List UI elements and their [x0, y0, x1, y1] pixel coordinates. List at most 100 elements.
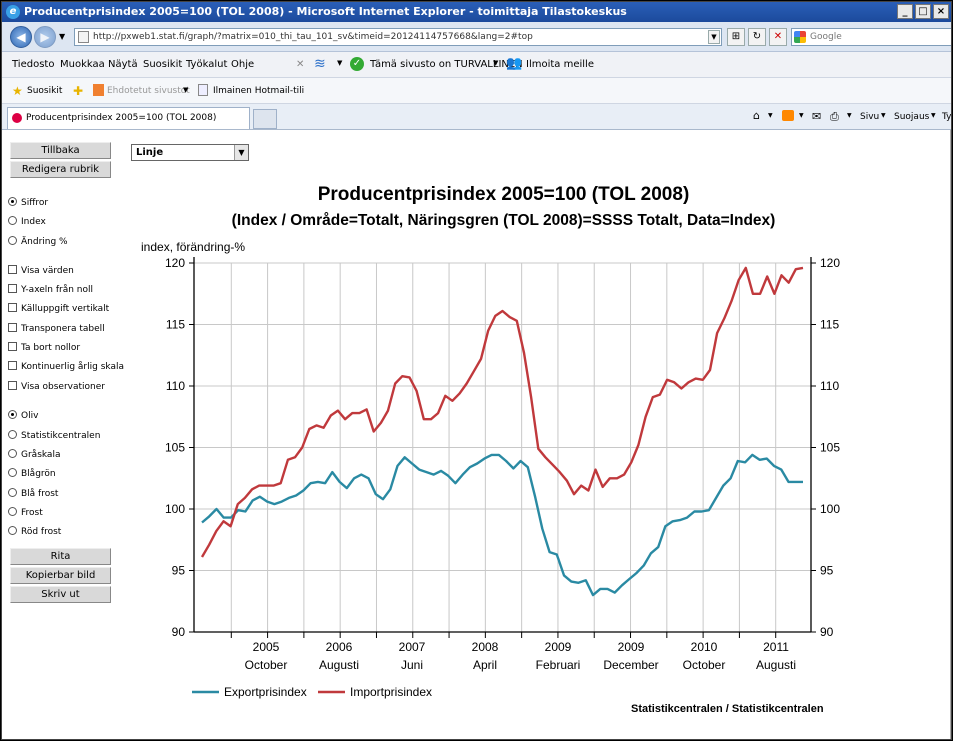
- hotmail-page-icon: [198, 84, 208, 96]
- radio-button[interactable]: [8, 449, 17, 458]
- home-icon[interactable]: ⌂: [753, 109, 760, 122]
- menu-tyokalut[interactable]: Työkalut: [186, 59, 228, 70]
- favorites-button[interactable]: Suosikit: [27, 86, 63, 96]
- checkbox-option-3[interactable]: Transponera tabell: [8, 323, 105, 334]
- report-link[interactable]: Ilmoita meille: [526, 59, 594, 70]
- data-option-0[interactable]: Siffror: [8, 197, 48, 208]
- data-option-1[interactable]: Index: [8, 216, 46, 227]
- safety-menu-dropdown-icon[interactable]: ▼: [931, 112, 936, 119]
- safety-dropdown-icon[interactable]: ▼: [493, 59, 499, 67]
- checkbox-option-6[interactable]: Visa observationer: [8, 381, 105, 392]
- wot-dropdown-icon[interactable]: ▼: [337, 59, 343, 67]
- new-tab-button[interactable]: [253, 109, 277, 129]
- print-icon[interactable]: ⎙: [830, 110, 839, 123]
- wot-icon[interactable]: ≋: [314, 56, 326, 72]
- theme-option-2[interactable]: Gråskala: [8, 449, 60, 460]
- home-dropdown-icon[interactable]: ▼: [768, 112, 773, 119]
- search-input[interactable]: Google: [791, 28, 951, 46]
- radio-button[interactable]: [8, 430, 17, 439]
- x-month-label: Augusti: [319, 658, 359, 672]
- close-window-button[interactable]: ×: [933, 4, 949, 19]
- radio-button[interactable]: [8, 236, 17, 245]
- add-favorite-icon[interactable]: ✚: [73, 84, 84, 98]
- checkbox-option-1[interactable]: Y-axeln från noll: [8, 284, 93, 295]
- checkbox-option-4[interactable]: Ta bort nollor: [8, 342, 80, 353]
- theme-option-6[interactable]: Röd frost: [8, 526, 61, 537]
- theme-option-0[interactable]: Oliv: [8, 410, 38, 421]
- page-dropdown-icon[interactable]: ▼: [881, 112, 886, 119]
- option-label: Frost: [21, 508, 43, 518]
- url-dropdown-icon[interactable]: ▼: [708, 30, 720, 44]
- refresh-icon[interactable]: ↻: [748, 28, 766, 46]
- x-month-label: Juni: [401, 658, 423, 672]
- feeds-icon[interactable]: [782, 110, 794, 121]
- menu-nayta[interactable]: Näytä: [108, 59, 138, 70]
- edit-heading-button[interactable]: Redigera rubrik: [10, 161, 111, 178]
- y-tick-label-right: 120: [820, 256, 840, 270]
- checkbox[interactable]: [8, 361, 17, 370]
- tools-menu[interactable]: Ty: [942, 112, 952, 122]
- y-tick-label-left: 110: [166, 379, 185, 393]
- safety-status-text[interactable]: Tämä sivusto on TURVALLINEN: [370, 59, 523, 70]
- checkbox[interactable]: [8, 284, 17, 293]
- menu-muokkaa[interactable]: Muokkaa: [60, 59, 105, 70]
- option-label: Ta bort nollor: [21, 343, 81, 353]
- checkbox-option-2[interactable]: Källuppgift vertikalt: [8, 303, 109, 314]
- checkbox-option-5[interactable]: Kontinuerlig årlig skala: [8, 361, 124, 372]
- radio-button[interactable]: [8, 488, 17, 497]
- copy-image-button[interactable]: Kopierbar bild: [10, 567, 111, 584]
- checkbox-option-0[interactable]: Visa värden: [8, 265, 74, 276]
- safety-menu[interactable]: Suojaus: [894, 112, 930, 122]
- radio-button[interactable]: [8, 410, 17, 419]
- radio-button[interactable]: [8, 468, 17, 477]
- page-menu[interactable]: Sivu: [860, 112, 880, 122]
- suggested-dropdown-icon[interactable]: ▼: [183, 86, 189, 94]
- stop-icon[interactable]: ✕: [769, 28, 787, 46]
- checkbox[interactable]: [8, 381, 17, 390]
- back-arrow-icon[interactable]: ◀: [10, 26, 32, 48]
- close-toolbar-icon[interactable]: ✕: [296, 59, 305, 70]
- print-dropdown-icon[interactable]: ▼: [847, 112, 852, 119]
- radio-button[interactable]: [8, 216, 17, 225]
- x-year-label: 2011: [763, 640, 789, 654]
- checkbox[interactable]: [8, 342, 17, 351]
- history-dropdown-icon[interactable]: ▼: [59, 32, 66, 41]
- left-panel: Tillbaka Redigera rubrik: [10, 142, 111, 180]
- radio-button[interactable]: [8, 197, 17, 206]
- compatibility-icon[interactable]: ⊞: [727, 28, 745, 46]
- checkbox[interactable]: [8, 303, 17, 312]
- option-label: Index: [21, 217, 46, 227]
- suggested-sites-link[interactable]: Ehdotetut sivustot: [107, 86, 190, 96]
- checkbox[interactable]: [8, 323, 17, 332]
- feeds-dropdown-icon[interactable]: ▼: [799, 112, 804, 119]
- url-input[interactable]: http://pxweb1.stat.fi/graph/?matrix=010_…: [74, 28, 722, 46]
- hotmail-link[interactable]: Ilmainen Hotmail-tili: [213, 86, 305, 96]
- menu-suosikit[interactable]: Suosikit: [143, 59, 183, 70]
- maximize-button[interactable]: □: [915, 4, 931, 19]
- y-tick-label-right: 105: [820, 441, 840, 455]
- theme-option-1[interactable]: Statistikcentralen: [8, 430, 100, 441]
- mail-icon[interactable]: ✉: [812, 110, 822, 123]
- radio-button[interactable]: [8, 526, 17, 535]
- tab-producentprisindex[interactable]: Producentprisindex 2005=100 (TOL 2008): [7, 107, 250, 129]
- data-option-2[interactable]: Ändring %: [8, 236, 68, 247]
- chart-type-select[interactable]: Linje ▼: [131, 144, 249, 161]
- chart-title: Producentprisindex 2005=100 (TOL 2008): [317, 184, 690, 205]
- forward-arrow-icon[interactable]: ▶: [34, 26, 56, 48]
- back-button[interactable]: Tillbaka: [10, 142, 111, 159]
- theme-option-3[interactable]: Blågrön: [8, 468, 56, 479]
- radio-button[interactable]: [8, 507, 17, 516]
- chevron-down-icon: ▼: [234, 145, 248, 160]
- option-label: Oliv: [21, 411, 39, 421]
- theme-option-5[interactable]: Frost: [8, 507, 43, 518]
- draw-button[interactable]: Rita: [10, 548, 111, 565]
- print-button[interactable]: Skriv ut: [10, 586, 111, 603]
- series-line-importprisindex: [200, 266, 804, 558]
- checkbox[interactable]: [8, 265, 17, 274]
- theme-option-4[interactable]: Blå frost: [8, 488, 58, 499]
- y-tick-label-left: 115: [166, 318, 185, 332]
- menu-ohje[interactable]: Ohje: [231, 59, 255, 70]
- favorites-bar: ★ Suosikit ✚ Ehdotetut sivustot ▼ Ilmain…: [2, 78, 951, 104]
- menu-tiedosto[interactable]: Tiedosto: [12, 59, 55, 70]
- minimize-button[interactable]: _: [897, 4, 913, 19]
